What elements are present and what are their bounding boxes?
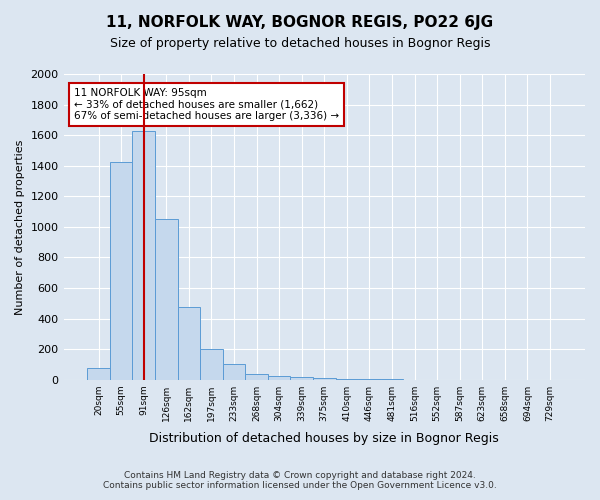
Text: 11 NORFOLK WAY: 95sqm
← 33% of detached houses are smaller (1,662)
67% of semi-d: 11 NORFOLK WAY: 95sqm ← 33% of detached …: [74, 88, 339, 121]
Bar: [87, 368, 110, 380]
Bar: [268, 376, 290, 380]
Bar: [223, 364, 245, 380]
Bar: [178, 307, 200, 380]
Text: Contains HM Land Registry data © Crown copyright and database right 2024.
Contai: Contains HM Land Registry data © Crown c…: [103, 470, 497, 490]
Bar: [245, 374, 268, 380]
Bar: [313, 378, 335, 380]
Text: Size of property relative to detached houses in Bognor Regis: Size of property relative to detached ho…: [110, 38, 490, 51]
Text: 11, NORFOLK WAY, BOGNOR REGIS, PO22 6JG: 11, NORFOLK WAY, BOGNOR REGIS, PO22 6JG: [106, 15, 494, 30]
Bar: [110, 162, 133, 380]
Bar: [335, 379, 358, 380]
Bar: [290, 376, 313, 380]
Bar: [155, 219, 178, 380]
Bar: [200, 349, 223, 380]
Y-axis label: Number of detached properties: Number of detached properties: [15, 139, 25, 314]
X-axis label: Distribution of detached houses by size in Bognor Regis: Distribution of detached houses by size …: [149, 432, 499, 445]
Bar: [133, 132, 155, 380]
